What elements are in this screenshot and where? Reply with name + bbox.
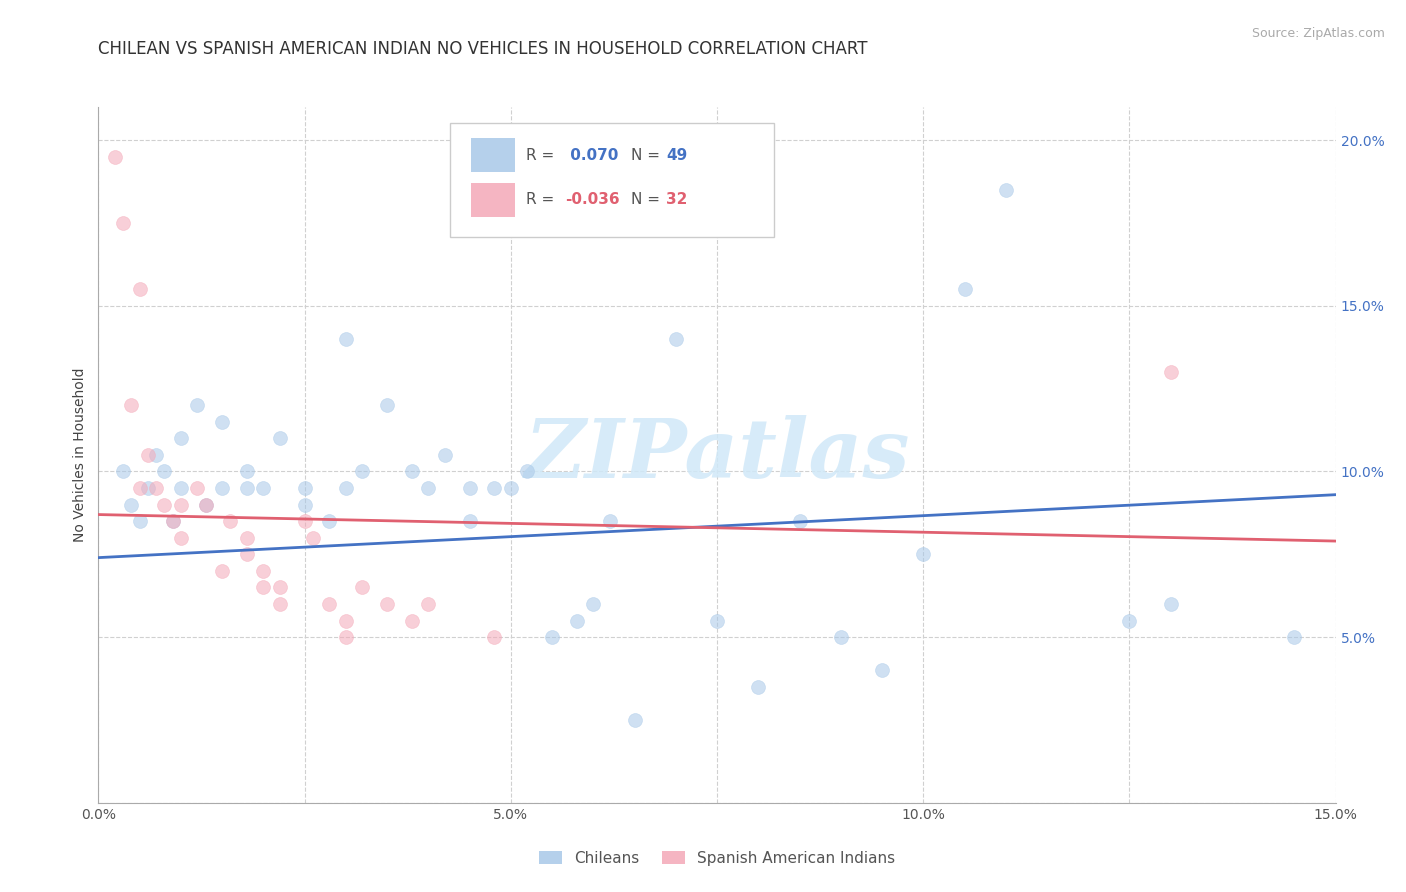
Point [565,614,588,628]
Point [153,498,176,512]
Point [294,481,316,495]
Text: CHILEAN VS SPANISH AMERICAN INDIAN NO VEHICLES IN HOUSEHOLD CORRELATION CHART: CHILEAN VS SPANISH AMERICAN INDIAN NO VE… [98,40,868,58]
Point [418,481,440,495]
Text: 0.070: 0.070 [565,147,619,162]
Point [120,498,142,512]
Point [789,514,811,528]
Point [104,150,127,164]
Point [433,448,456,462]
Point [252,581,274,595]
Point [194,498,217,512]
Point [1160,365,1182,379]
Point [252,481,274,495]
Point [170,481,193,495]
Point [1160,597,1182,611]
Point [335,614,357,628]
Point [499,481,522,495]
Point [294,498,316,512]
Text: 49: 49 [666,147,688,162]
Point [194,498,217,512]
Legend: Chileans, Spanish American Indians: Chileans, Spanish American Indians [533,845,901,871]
Point [335,481,357,495]
Point [170,431,193,445]
Point [1118,614,1140,628]
Point [145,448,167,462]
Point [186,398,208,412]
Text: N =: N = [631,193,665,208]
Point [582,597,605,611]
Point [302,531,325,545]
Point [335,332,357,346]
Point [401,614,423,628]
Point [623,713,645,727]
Point [162,514,184,528]
Point [211,564,233,578]
Point [484,481,506,495]
Text: 32: 32 [666,193,688,208]
Point [236,465,259,479]
Point [252,564,274,578]
Point [912,547,935,561]
Point [1284,630,1306,644]
Point [994,183,1017,197]
Point [211,481,233,495]
Point [219,514,242,528]
Point [136,448,159,462]
Point [706,614,728,628]
Point [335,630,357,644]
Point [269,431,291,445]
Point [541,630,564,644]
Point [458,514,481,528]
Point [375,398,398,412]
Text: Source: ZipAtlas.com: Source: ZipAtlas.com [1251,27,1385,40]
Point [236,547,259,561]
Point [375,597,398,611]
Point [269,581,291,595]
Point [236,531,259,545]
Point [269,597,291,611]
Text: N =: N = [631,147,665,162]
Text: ZIPatlas: ZIPatlas [524,415,910,495]
Point [352,581,374,595]
Point [236,481,259,495]
Point [516,465,538,479]
Point [153,465,176,479]
Point [352,465,374,479]
Point [830,630,852,644]
Point [112,216,135,230]
Point [128,282,150,296]
Point [401,465,423,479]
Point [162,514,184,528]
Point [170,498,193,512]
Point [418,597,440,611]
Point [747,680,769,694]
Point [145,481,167,495]
Point [186,481,208,495]
Point [170,531,193,545]
Point [870,663,893,677]
Point [458,481,481,495]
Point [484,630,506,644]
Point [128,514,150,528]
Text: R =: R = [526,147,560,162]
Point [953,282,976,296]
Text: R =: R = [526,193,560,208]
Point [665,332,688,346]
Point [211,415,233,429]
Point [318,597,340,611]
Point [136,481,159,495]
Point [318,514,340,528]
Y-axis label: No Vehicles in Household: No Vehicles in Household [73,368,87,542]
Point [112,465,135,479]
Point [120,398,142,412]
Point [294,514,316,528]
Point [599,514,621,528]
Point [128,481,150,495]
Text: -0.036: -0.036 [565,193,620,208]
